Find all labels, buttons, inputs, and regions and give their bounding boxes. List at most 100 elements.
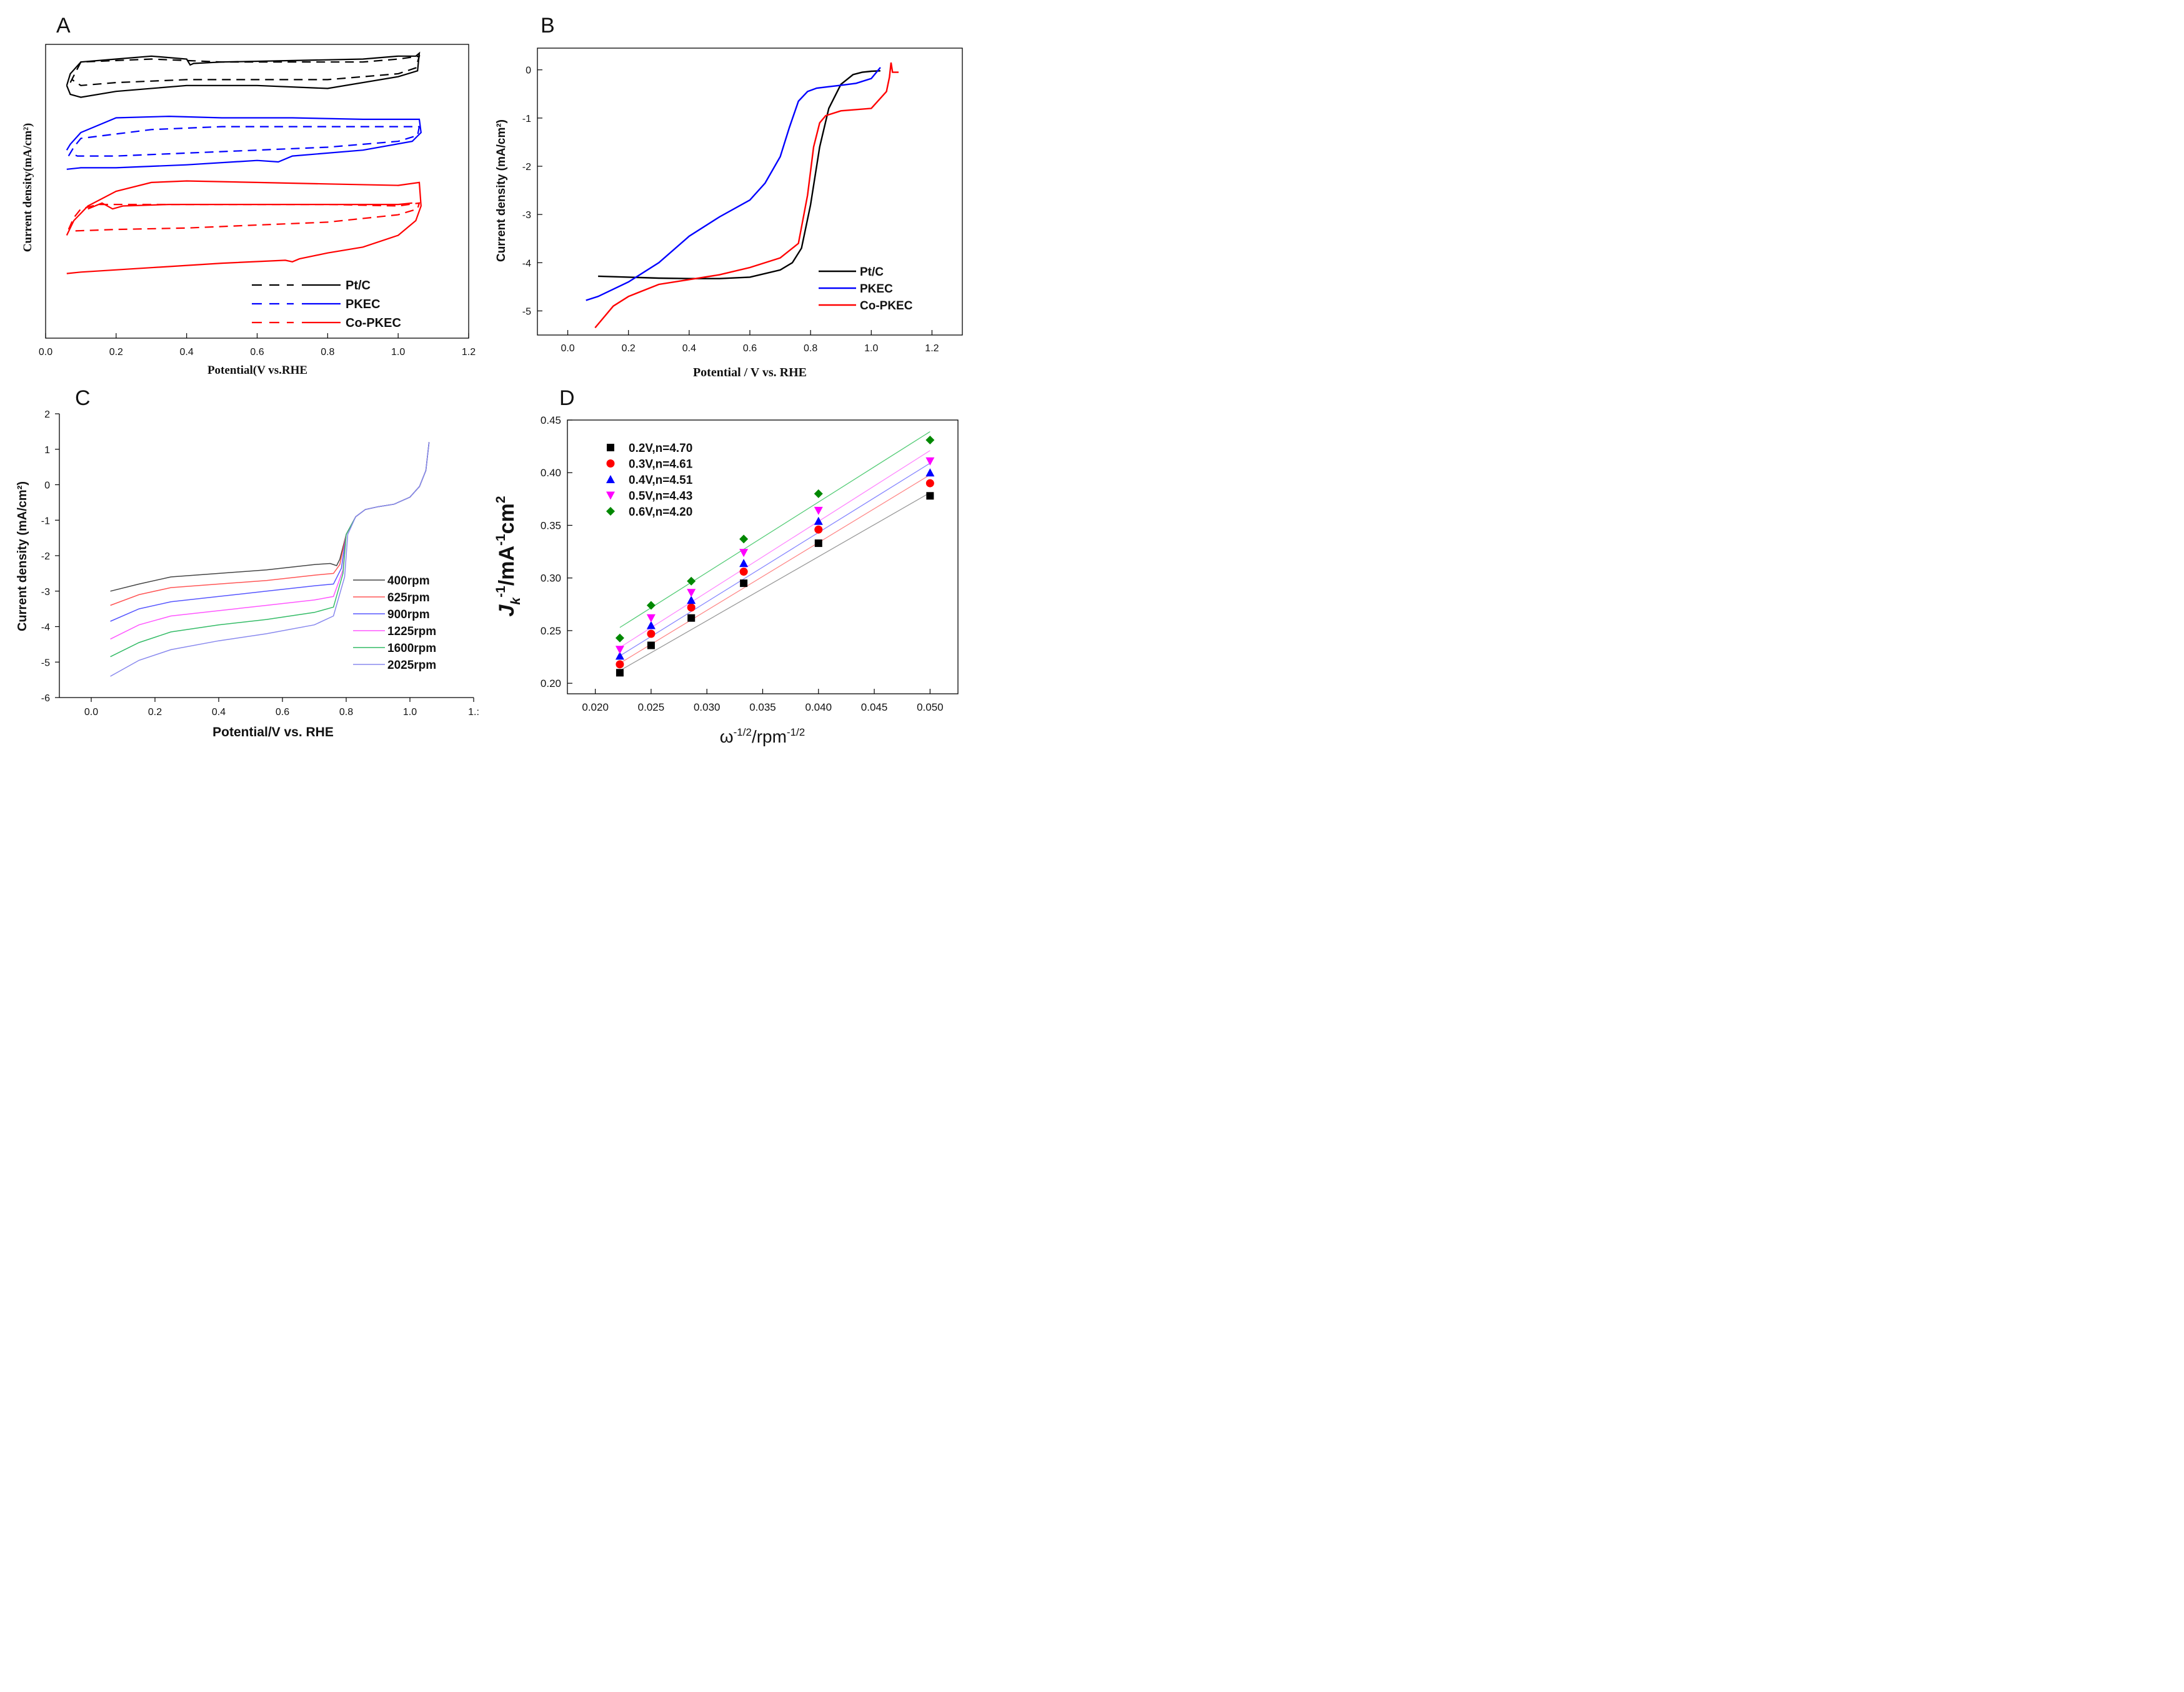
panel-d-point [615, 633, 624, 643]
panel-c-series-3 [110, 442, 430, 640]
panel-d-point [739, 534, 749, 544]
panel-d-x-tick-label: 0.045 [861, 701, 888, 713]
panel-d-legend-label: 0.4V,n=4.51 [629, 474, 693, 487]
panel-c-y-tick-label: -4 [41, 623, 50, 633]
panel-c-x-ticks: 0.0 0.2 0.4 0.6 0.8 1.0 1.: [84, 698, 479, 718]
panel-a-series-3 [67, 126, 421, 157]
panel-a-x-tick-label: 0.2 [109, 347, 123, 358]
panel-d-y-tick-label: 0.45 [541, 414, 561, 426]
panel-c-legend-label: 2025rpm [387, 659, 436, 672]
panel-d-point [925, 479, 934, 488]
panel-a-frame [45, 44, 469, 339]
panel-c-legend: 400rpm 625rpm 900rpm 1225rpm 1600rpm 2025rpm [353, 574, 436, 672]
panel-c-series-1 [110, 442, 430, 606]
panel-d-fit-line-3 [619, 450, 930, 648]
panel-a-series [66, 51, 422, 274]
panel-b-letter: B [541, 14, 555, 38]
panel-a-series-1 [69, 55, 421, 86]
panel-b-legend-label: Co-PKEC [860, 299, 913, 313]
panel-b-frame [537, 48, 963, 336]
panel-d-fit-line-4 [619, 431, 930, 628]
panel-b-legend-label: Pt/C [860, 266, 884, 279]
panel-c-y-tick-label: -2 [41, 551, 50, 562]
panel-b-x-tick-label: 0.8 [804, 343, 817, 354]
panel-c-y-tick-label: -5 [41, 658, 50, 668]
panel-b-x-tick-label: 1.0 [864, 343, 878, 354]
panel-a-legend: Pt/C PKEC Co-PKEC [252, 279, 401, 330]
panel-d-point [739, 568, 748, 576]
panel-d-legend-marker [607, 444, 614, 451]
panel-d-x-tick-label: 0.040 [805, 701, 832, 713]
panel-d-point [925, 457, 935, 466]
panel-d-x-ticks: 0.020 0.025 0.030 0.035 0.040 0.045 0.050 [582, 689, 944, 713]
panel-b-legend-label: PKEC [860, 283, 893, 296]
panel-c-y-tick-label: -3 [41, 587, 50, 598]
panel-d-letter: D [559, 386, 575, 410]
panel-a-x-tick-label: 0.0 [39, 347, 52, 358]
panel-b-x-tick-label: 0.0 [561, 343, 574, 354]
panel-a-series-6 [67, 202, 421, 232]
panel-d-point [647, 629, 656, 638]
panel-c-letter: C [75, 386, 91, 410]
panel-d-legend-marker [606, 459, 615, 468]
panel-b-legend: Pt/C PKEC Co-PKEC [819, 266, 913, 313]
panel-d-point [616, 669, 624, 677]
panel-a-x-label: Potential(V vs.RHE [207, 364, 307, 377]
panel-a-series-2 [66, 115, 422, 170]
panel-c-legend-label: 900rpm [387, 608, 430, 621]
panel-d-x-tick-label: 0.030 [694, 701, 721, 713]
panel-d-point [615, 646, 624, 654]
panel-d-point [814, 489, 823, 498]
panel-d-point [615, 651, 624, 660]
panel-a-x-tick-label: 1.2 [462, 347, 476, 358]
panel-d-y-ticks: 0.45 0.40 0.35 0.30 0.25 0.20 [541, 414, 572, 689]
panel-b-y-tick-label: -5 [522, 306, 531, 317]
panel-b-x-tick-label: 0.2 [622, 343, 636, 354]
panel-c-y-tick-label: 0 [44, 481, 50, 491]
panel-b: B 0.0 0.2 0.4 0.6 0.8 1.0 1.2 0 -1 -2 -3 -4 -5 Pote… [495, 14, 963, 379]
panel-b-y-tick-label: -4 [522, 258, 531, 269]
panel-b-series-1 [586, 67, 881, 301]
panel-c-x-tick-label: 0.8 [339, 707, 353, 718]
panel-d-x-tick-label: 0.035 [749, 701, 776, 713]
panel-c-series [110, 442, 430, 677]
panel-b-x-tick-label: 0.6 [743, 343, 757, 354]
panel-d-point [616, 660, 624, 669]
panel-a-x-tick-label: 0.4 [180, 347, 194, 358]
panel-d-point [925, 436, 935, 445]
panel-c-x-tick-label: 1.: [468, 707, 479, 718]
panel-b-y-tick-label: -3 [522, 210, 531, 221]
panel-b-x-tick-label: 0.4 [682, 343, 696, 354]
panel-d-y-tick-label: 0.40 [541, 467, 561, 479]
panel-d-point [740, 579, 748, 588]
panel-d-y-tick-label: 0.25 [541, 625, 561, 637]
panel-d-legend-label: 0.2V,n=4.70 [629, 442, 692, 455]
panel-d-legend-label: 0.5V,n=4.43 [629, 490, 692, 503]
panel-a-x-tick-label: 0.8 [321, 347, 334, 358]
panel-d-y-tick-label: 0.20 [541, 678, 561, 689]
panel-c-series-0 [110, 442, 430, 592]
panel-c-legend-label: 400rpm [387, 574, 430, 588]
panel-d-point [739, 549, 749, 558]
panel-d-legend-marker [606, 475, 615, 483]
panel-b-series-0 [598, 70, 880, 279]
panel-d-y-tick-label: 0.35 [541, 519, 561, 531]
panel-b-y-label: Current density (mA/cm²) [495, 119, 508, 262]
panel-a: A 0.0 0.2 0.4 0.6 0.8 1.0 1.2 Potential(V vs.R… [21, 14, 476, 377]
panel-d-point [687, 603, 696, 612]
panel-d-point [814, 516, 823, 525]
panel-d-points [615, 436, 935, 677]
panel-b-y-ticks: 0 -1 -2 -3 -4 -5 [522, 66, 542, 317]
panel-d-point [814, 539, 822, 548]
panel-c-x-tick-label: 0.2 [148, 707, 162, 718]
panel-d-y-tick-label: 0.30 [541, 573, 561, 584]
panel-c-y-tick-label: 1 [44, 445, 50, 456]
panel-d-legend-marker [606, 507, 615, 516]
panel-a-series-0 [66, 51, 421, 98]
panel-d-point [687, 614, 696, 622]
panel-d-point [739, 559, 749, 568]
panel-c-legend-label: 1600rpm [387, 642, 436, 655]
panel-d-point [814, 525, 823, 534]
panel-d-y-label: Jk-1/mA-1cm2 [494, 496, 523, 616]
panel-c-x-tick-label: 0.4 [212, 707, 226, 718]
